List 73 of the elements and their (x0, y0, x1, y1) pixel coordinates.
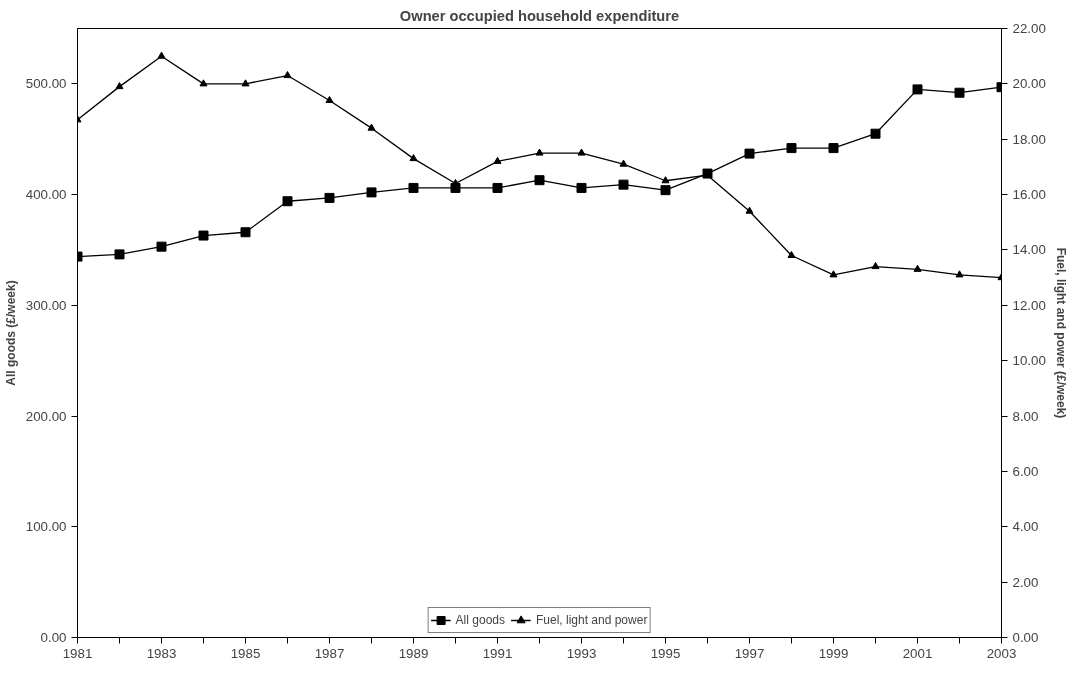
point (324, 192, 335, 203)
y2-tick-label: 12.00 (1012, 297, 1046, 313)
point (366, 187, 377, 198)
point (955, 270, 964, 278)
y2-tick-label: 0.00 (1012, 630, 1039, 645)
point (114, 249, 125, 260)
x-tick-label: 1981 (62, 645, 93, 661)
point (954, 87, 965, 98)
x-tick-label: 1989 (398, 645, 429, 661)
y2-axis-title: Fuel, light and power (£/week) (1053, 247, 1068, 419)
point (283, 71, 292, 79)
point (157, 51, 166, 59)
point (241, 79, 250, 87)
point (493, 156, 502, 164)
y2-tick-label: 16.00 (1012, 187, 1046, 203)
point (115, 82, 124, 90)
point (619, 159, 628, 167)
point (828, 143, 839, 154)
point (787, 250, 796, 259)
y2-tick-label: 6.00 (1012, 463, 1039, 479)
point (913, 264, 922, 272)
y2-tick-label: 8.00 (1012, 408, 1039, 424)
y-tick-label: 100.00 (25, 519, 67, 535)
point (745, 206, 754, 214)
point (198, 230, 209, 241)
y2-tick-label: 14.00 (1012, 242, 1046, 258)
y-tick-label: 300.00 (25, 297, 67, 313)
y-axis-title: All goods (£/week) (3, 280, 18, 386)
point (660, 185, 671, 196)
x-tick-label: 1983 (146, 645, 177, 661)
x-tick-label: 1993 (566, 645, 597, 661)
y-tick-label: 400.00 (25, 187, 67, 203)
y-tick-label: 200.00 (25, 408, 67, 424)
y2-tick-label: 20.00 (1012, 76, 1046, 92)
point (409, 154, 418, 162)
x-tick-label: 1995 (650, 645, 681, 661)
x-tick-label: 1997 (734, 645, 765, 661)
point (577, 148, 586, 156)
point (367, 123, 376, 131)
point (325, 95, 334, 103)
point (912, 84, 923, 95)
point (408, 182, 419, 193)
y-tick-label: 0.00 (40, 630, 67, 645)
y2-tick-label: 2.00 (1012, 574, 1039, 590)
x-tick-label: 1991 (482, 645, 513, 661)
x-tick-label: 1999 (818, 645, 849, 661)
x-tick-label: 1985 (230, 645, 261, 661)
point (199, 79, 208, 87)
point (618, 179, 629, 190)
point (535, 148, 544, 156)
point (829, 270, 838, 278)
point (282, 196, 293, 207)
chart-title: Owner occupied household expenditure (399, 7, 680, 24)
point (156, 241, 167, 252)
point (870, 128, 881, 139)
point (871, 262, 880, 270)
x-tick-label: 2003 (986, 645, 1017, 661)
point (240, 227, 251, 238)
y2-tick-label: 18.00 (1012, 131, 1046, 147)
point (492, 182, 503, 193)
point (661, 176, 670, 184)
y2-tick-label: 4.00 (1012, 519, 1039, 535)
legend-label: All goods (455, 613, 505, 627)
point (786, 143, 797, 154)
y-tick-label: 500.00 (25, 76, 67, 92)
x-tick-label: 1987 (314, 645, 345, 661)
point (576, 182, 587, 193)
y2-tick-label: 10.00 (1012, 353, 1046, 369)
y2-tick-label: 22.00 (1012, 21, 1046, 36)
point (534, 175, 545, 186)
point (744, 148, 755, 159)
x-tick-label: 2001 (902, 645, 933, 661)
legend-label: Fuel, light and power (535, 613, 648, 627)
